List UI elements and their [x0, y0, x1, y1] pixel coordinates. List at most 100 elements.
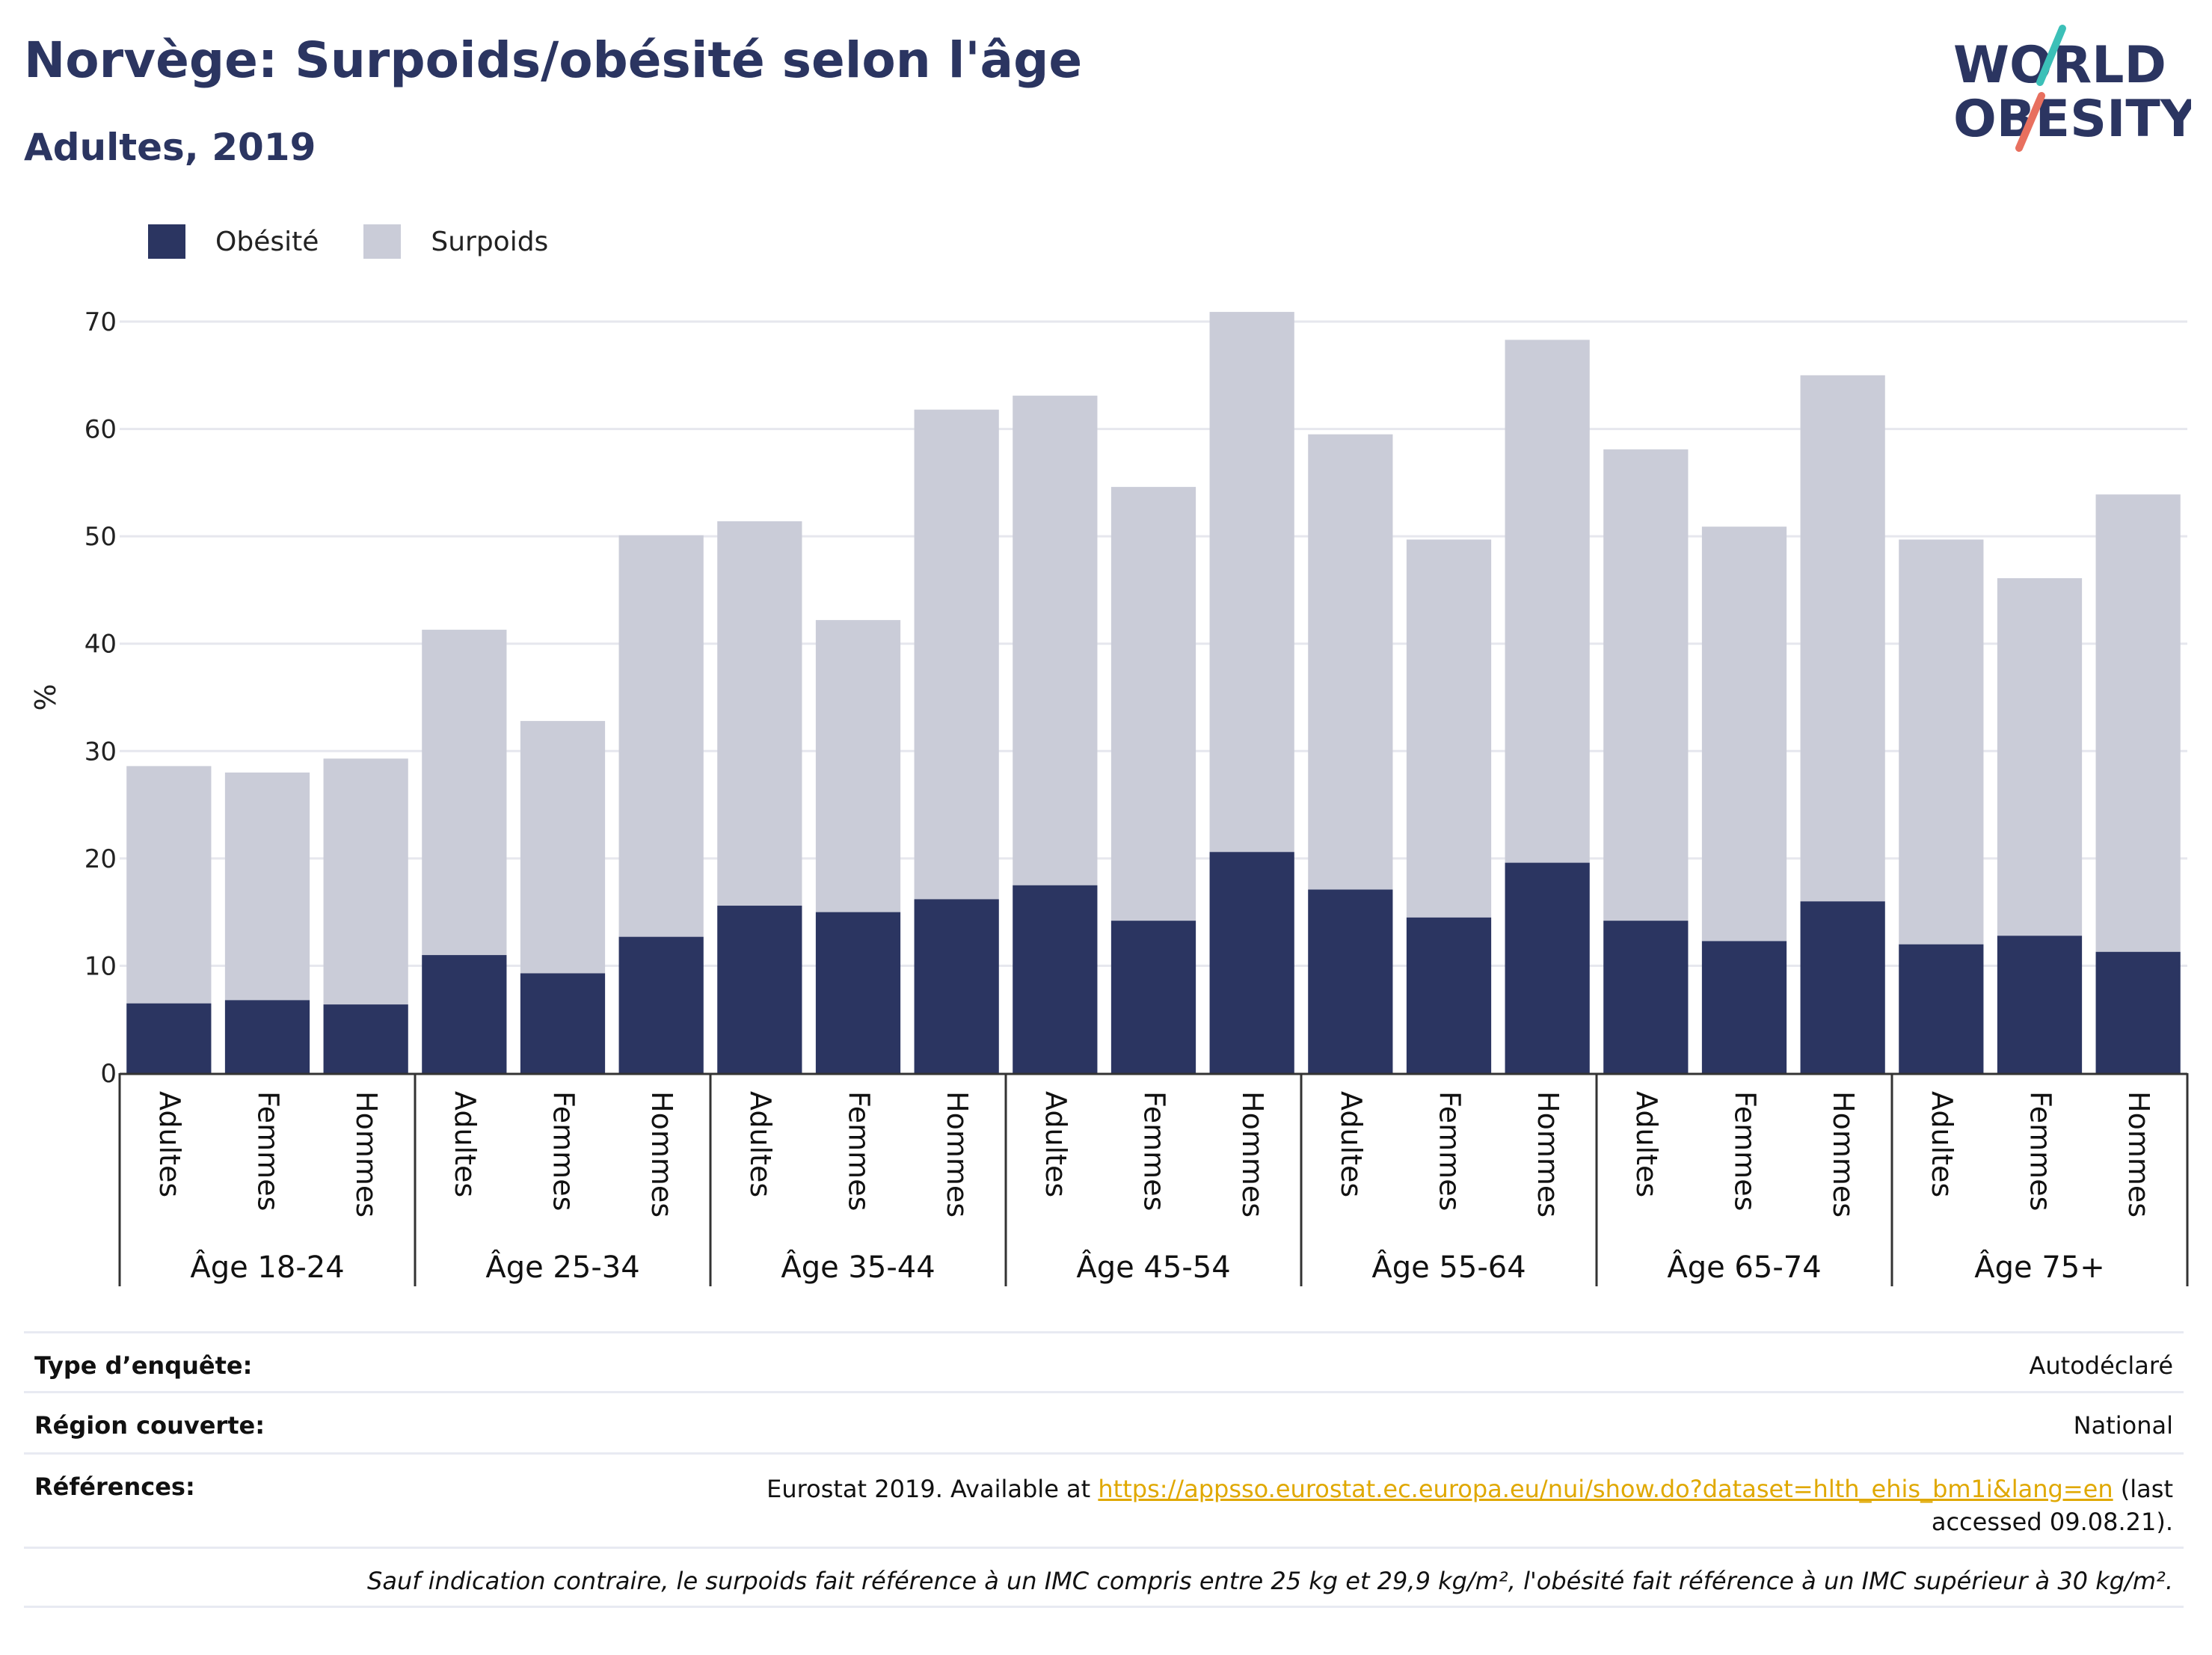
bar-obesite [1800, 901, 1885, 1073]
region-label: Région couverte: [34, 1411, 265, 1440]
info-row-note: Sauf indication contraire, le surpoids f… [24, 1547, 2184, 1608]
x-group-label: Âge 25-34 [485, 1249, 639, 1285]
x-subcategory-label: Adultes [744, 1091, 777, 1197]
x-subcategory-label: Femmes [843, 1091, 876, 1211]
x-subcategory-label: Adultes [1630, 1091, 1663, 1197]
bar-obesite [815, 912, 901, 1073]
bar-obesite [1603, 921, 1689, 1073]
x-group-label: Âge 45-54 [1076, 1249, 1230, 1285]
bar-obesite [520, 973, 606, 1073]
info-row-region: Région couverte: National [24, 1391, 2184, 1452]
info-row-survey: Type d’enquête: Autodéclaré [24, 1331, 2184, 1391]
logo-line1: WORLD [1953, 36, 2166, 95]
bar-surpoids [2095, 494, 2181, 952]
bar-surpoids [1603, 449, 1689, 921]
x-subcategory-label: Adultes [449, 1091, 482, 1197]
bar-obesite [1505, 862, 1590, 1073]
page-subtitle: Adultes, 2019 [24, 126, 316, 169]
x-subcategory-label: Adultes [153, 1091, 186, 1197]
bar-surpoids [126, 766, 212, 1004]
x-group-label: Âge 65-74 [1667, 1249, 1821, 1285]
x-subcategory-label: Hommes [1827, 1091, 1860, 1218]
bar-surpoids [1505, 340, 1590, 863]
bar-obesite [2095, 951, 2181, 1073]
legend-swatch-surpoids [363, 224, 402, 259]
y-tick-label: 30 [85, 737, 117, 767]
bar-obesite [618, 936, 704, 1073]
bar-obesite [1013, 885, 1098, 1073]
x-group-label: Âge 18-24 [190, 1249, 344, 1285]
bar-surpoids [422, 630, 507, 956]
x-group-label: Âge 55-64 [1371, 1249, 1526, 1285]
references-link[interactable]: https://appsso.eurostat.ec.europa.eu/nui… [1098, 1475, 2113, 1503]
x-group-label: Âge 35-44 [781, 1249, 935, 1285]
bar-surpoids [1013, 396, 1098, 885]
bar-surpoids [520, 721, 606, 974]
bar-surpoids [914, 409, 999, 900]
bar-surpoids [224, 773, 310, 1001]
bar-surpoids [717, 521, 802, 906]
y-tick-label: 70 [85, 307, 117, 337]
bar-obesite [1899, 944, 1984, 1073]
logo-slash-teal [2036, 25, 2066, 86]
legend-label-obesite: Obésité [215, 226, 319, 257]
bar-obesite [914, 899, 999, 1073]
bar-surpoids [1997, 578, 2083, 936]
x-subcategory-label: Hommes [645, 1091, 678, 1218]
page-title: Norvège: Surpoids/obésité selon l'âge [24, 31, 1083, 89]
references-label: Références: [34, 1473, 195, 1501]
x-subcategory-label: Hommes [1236, 1091, 1269, 1218]
bar-obesite [1209, 852, 1294, 1073]
bar-obesite [224, 1000, 310, 1073]
x-subcategory-label: Femmes [1434, 1091, 1466, 1211]
y-tick-label: 0 [100, 1059, 117, 1089]
y-tick-label: 50 [85, 522, 117, 552]
bar-surpoids [323, 758, 408, 1005]
bar-surpoids [1899, 539, 1984, 945]
chart-legend: Obésité Surpoids [148, 221, 593, 262]
bar-surpoids [1701, 526, 1787, 942]
bar-obesite [1110, 921, 1196, 1073]
x-subcategory-label: Femmes [547, 1091, 580, 1211]
bar-surpoids [1406, 539, 1492, 918]
references-value: Eurostat 2019. Available at https://apps… [678, 1473, 2173, 1538]
legend-item-obesite[interactable]: Obésité [148, 224, 319, 259]
x-subcategory-label: Femmes [1729, 1091, 1762, 1211]
x-subcategory-label: Femmes [1138, 1091, 1171, 1211]
info-table: Type d’enquête: Autodéclaré Région couve… [24, 1331, 2184, 1608]
y-axis-title: % [29, 684, 62, 710]
x-subcategory-label: Adultes [1335, 1091, 1368, 1197]
bar-surpoids [815, 620, 901, 912]
y-tick-label: 20 [85, 844, 117, 874]
x-subcategory-label: Hommes [2122, 1091, 2155, 1218]
legend-swatch-obesite [148, 224, 185, 259]
x-subcategory-label: Femmes [2024, 1091, 2057, 1211]
y-tick-label: 60 [85, 415, 117, 445]
x-group-label: Âge 75+ [1974, 1249, 2105, 1285]
bar-surpoids [618, 535, 704, 937]
bar-obesite [1701, 941, 1787, 1073]
references-suffix: (last accessed 09.08.21). [1931, 1475, 2173, 1536]
x-subcategory-label: Femmes [252, 1091, 285, 1211]
x-subcategory-label: Adultes [1039, 1091, 1072, 1197]
bar-obesite [717, 906, 802, 1073]
legend-label-surpoids: Surpoids [431, 226, 549, 257]
legend-item-surpoids[interactable]: Surpoids [363, 224, 548, 259]
logo-line2: OBESITY [1953, 90, 2191, 149]
bar-surpoids [1800, 375, 1885, 902]
bar-obesite [323, 1004, 408, 1073]
x-subcategory-label: Adultes [1926, 1091, 1958, 1197]
bar-surpoids [1110, 487, 1196, 921]
definition-note: Sauf indication contraire, le surpoids f… [367, 1567, 2173, 1595]
x-subcategory-label: Hommes [1531, 1091, 1564, 1218]
world-obesity-logo: WORLD OBESITY [1953, 25, 2191, 152]
bar-surpoids [1209, 312, 1294, 853]
x-subcategory-label: Hommes [350, 1091, 383, 1218]
info-row-references: Références: Eurostat 2019. Available at … [24, 1452, 2184, 1547]
region-value: National [2073, 1411, 2173, 1440]
bar-obesite [126, 1003, 212, 1073]
survey-type-value: Autodéclaré [2029, 1351, 2173, 1380]
bar-obesite [1997, 936, 2083, 1073]
bar-obesite [422, 955, 507, 1073]
